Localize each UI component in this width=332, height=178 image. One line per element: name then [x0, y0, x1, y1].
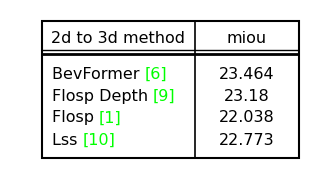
Text: 23.464: 23.464: [219, 67, 275, 82]
Text: 22.038: 22.038: [219, 111, 275, 125]
Text: [6]: [6]: [144, 67, 167, 82]
Text: [9]: [9]: [153, 89, 176, 104]
Text: Lss: Lss: [52, 133, 82, 148]
Text: 2d to 3d method: 2d to 3d method: [51, 31, 185, 46]
Text: 22.773: 22.773: [219, 133, 275, 148]
Text: Flosp Depth: Flosp Depth: [52, 89, 153, 104]
Text: BevFormer: BevFormer: [52, 67, 144, 82]
Text: [10]: [10]: [82, 133, 115, 148]
Text: miou: miou: [227, 31, 267, 46]
Text: Flosp: Flosp: [52, 111, 99, 125]
Text: 23.18: 23.18: [224, 89, 270, 104]
Text: [1]: [1]: [99, 111, 122, 125]
